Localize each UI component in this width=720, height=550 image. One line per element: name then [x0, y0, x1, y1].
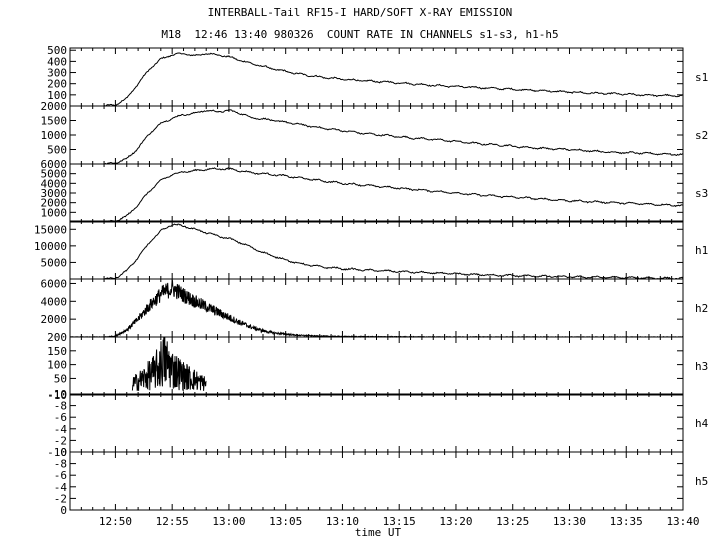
series-label: h5: [695, 475, 708, 488]
series-line-h2: [69, 278, 683, 338]
x-tick-label: 13:05: [269, 515, 302, 528]
y-tick-label: 6000: [41, 277, 68, 290]
x-tick-label: 12:55: [156, 515, 189, 528]
y-tick-label: 1500: [41, 115, 68, 128]
y-tick-label: 1000: [41, 129, 68, 142]
y-tick-label: 0: [60, 446, 67, 459]
series-label: h3: [695, 360, 708, 373]
series-line-h3: [131, 336, 207, 393]
panel-frame: [69, 47, 684, 107]
panel-frame: [69, 393, 684, 453]
y-tick-label: -10: [47, 388, 67, 401]
y-tick-label: -8: [54, 458, 67, 471]
y-tick-label: 5000: [41, 168, 68, 181]
series-label: h2: [695, 302, 708, 315]
y-tick-label: 0: [60, 504, 67, 517]
y-tick-label: 300: [47, 67, 67, 80]
y-tick-label: -4: [54, 481, 68, 494]
y-tick-label: 400: [47, 55, 67, 68]
y-tick-label: 500: [47, 44, 67, 57]
x-tick-label: 13:15: [383, 515, 416, 528]
series-label: s3: [695, 187, 708, 200]
y-tick-label: -2: [54, 434, 67, 447]
y-tick-label: 50: [54, 372, 67, 385]
y-tick-label: 6000: [41, 158, 68, 171]
y-tick-label: -6: [54, 411, 67, 424]
y-tick-label: -4: [54, 423, 68, 436]
y-tick-label: 15000: [34, 223, 67, 236]
y-tick-label: 4000: [41, 177, 68, 190]
panel-frame: [69, 451, 684, 511]
x-tick-label: 13:30: [553, 515, 586, 528]
y-tick-label: 150: [47, 345, 67, 358]
y-tick-label: -2: [54, 492, 67, 505]
x-tick-label: 13:35: [610, 515, 643, 528]
panel-frame: [69, 220, 684, 280]
x-tick-label: 13:25: [496, 515, 529, 528]
y-tick-label: -6: [54, 469, 67, 482]
series-line-h1: [70, 223, 684, 280]
y-tick-label: 5000: [41, 256, 68, 269]
y-tick-label: 2000: [41, 197, 68, 210]
chart-title: INTERBALL-Tail RF15-I HARD/SOFT X-RAY EM…: [207, 6, 513, 19]
series-label: s1: [695, 71, 708, 84]
x-tick-label: 13:40: [666, 515, 699, 528]
series-line-s1: [70, 52, 684, 107]
y-tick-label: 4000: [41, 295, 68, 308]
y-tick-label: -8: [54, 400, 67, 413]
x-tick-label: 13:20: [439, 515, 472, 528]
y-tick-label: 500: [47, 144, 67, 157]
y-tick-label: 200: [47, 78, 67, 91]
series-label: s2: [695, 129, 708, 142]
y-tick-label: 100: [47, 359, 67, 372]
panel-h1: 5000 10000 15000 h1: [34, 220, 708, 280]
x-tick-label: 13:00: [212, 515, 245, 528]
y-tick-label: -10: [47, 446, 67, 459]
y-tick-label: 100: [47, 89, 67, 102]
series-label: h1: [695, 244, 708, 257]
x-tick-label: 13:10: [326, 515, 359, 528]
series-label: h4: [695, 417, 709, 430]
y-tick-label: 1000: [41, 206, 68, 219]
y-tick-label: 2000: [41, 313, 68, 326]
y-tick-label: -10: [47, 389, 67, 402]
x-tick-label: 12:50: [99, 515, 132, 528]
y-tick-label: 200: [47, 331, 67, 344]
series-line-s2: [70, 109, 684, 165]
chart-subtitle: M18 12:46 13:40 980326 COUNT RATE IN CHA…: [161, 28, 559, 41]
series-line-s3: [70, 167, 684, 223]
y-tick-label: 10000: [34, 240, 67, 253]
panel-h2: 2000 4000 6000 h2: [41, 277, 708, 338]
panel-frame: [69, 163, 684, 223]
x-axis-label: time UT: [355, 526, 402, 539]
y-tick-label: 3000: [41, 187, 68, 200]
y-tick-label: 2000: [41, 100, 68, 113]
